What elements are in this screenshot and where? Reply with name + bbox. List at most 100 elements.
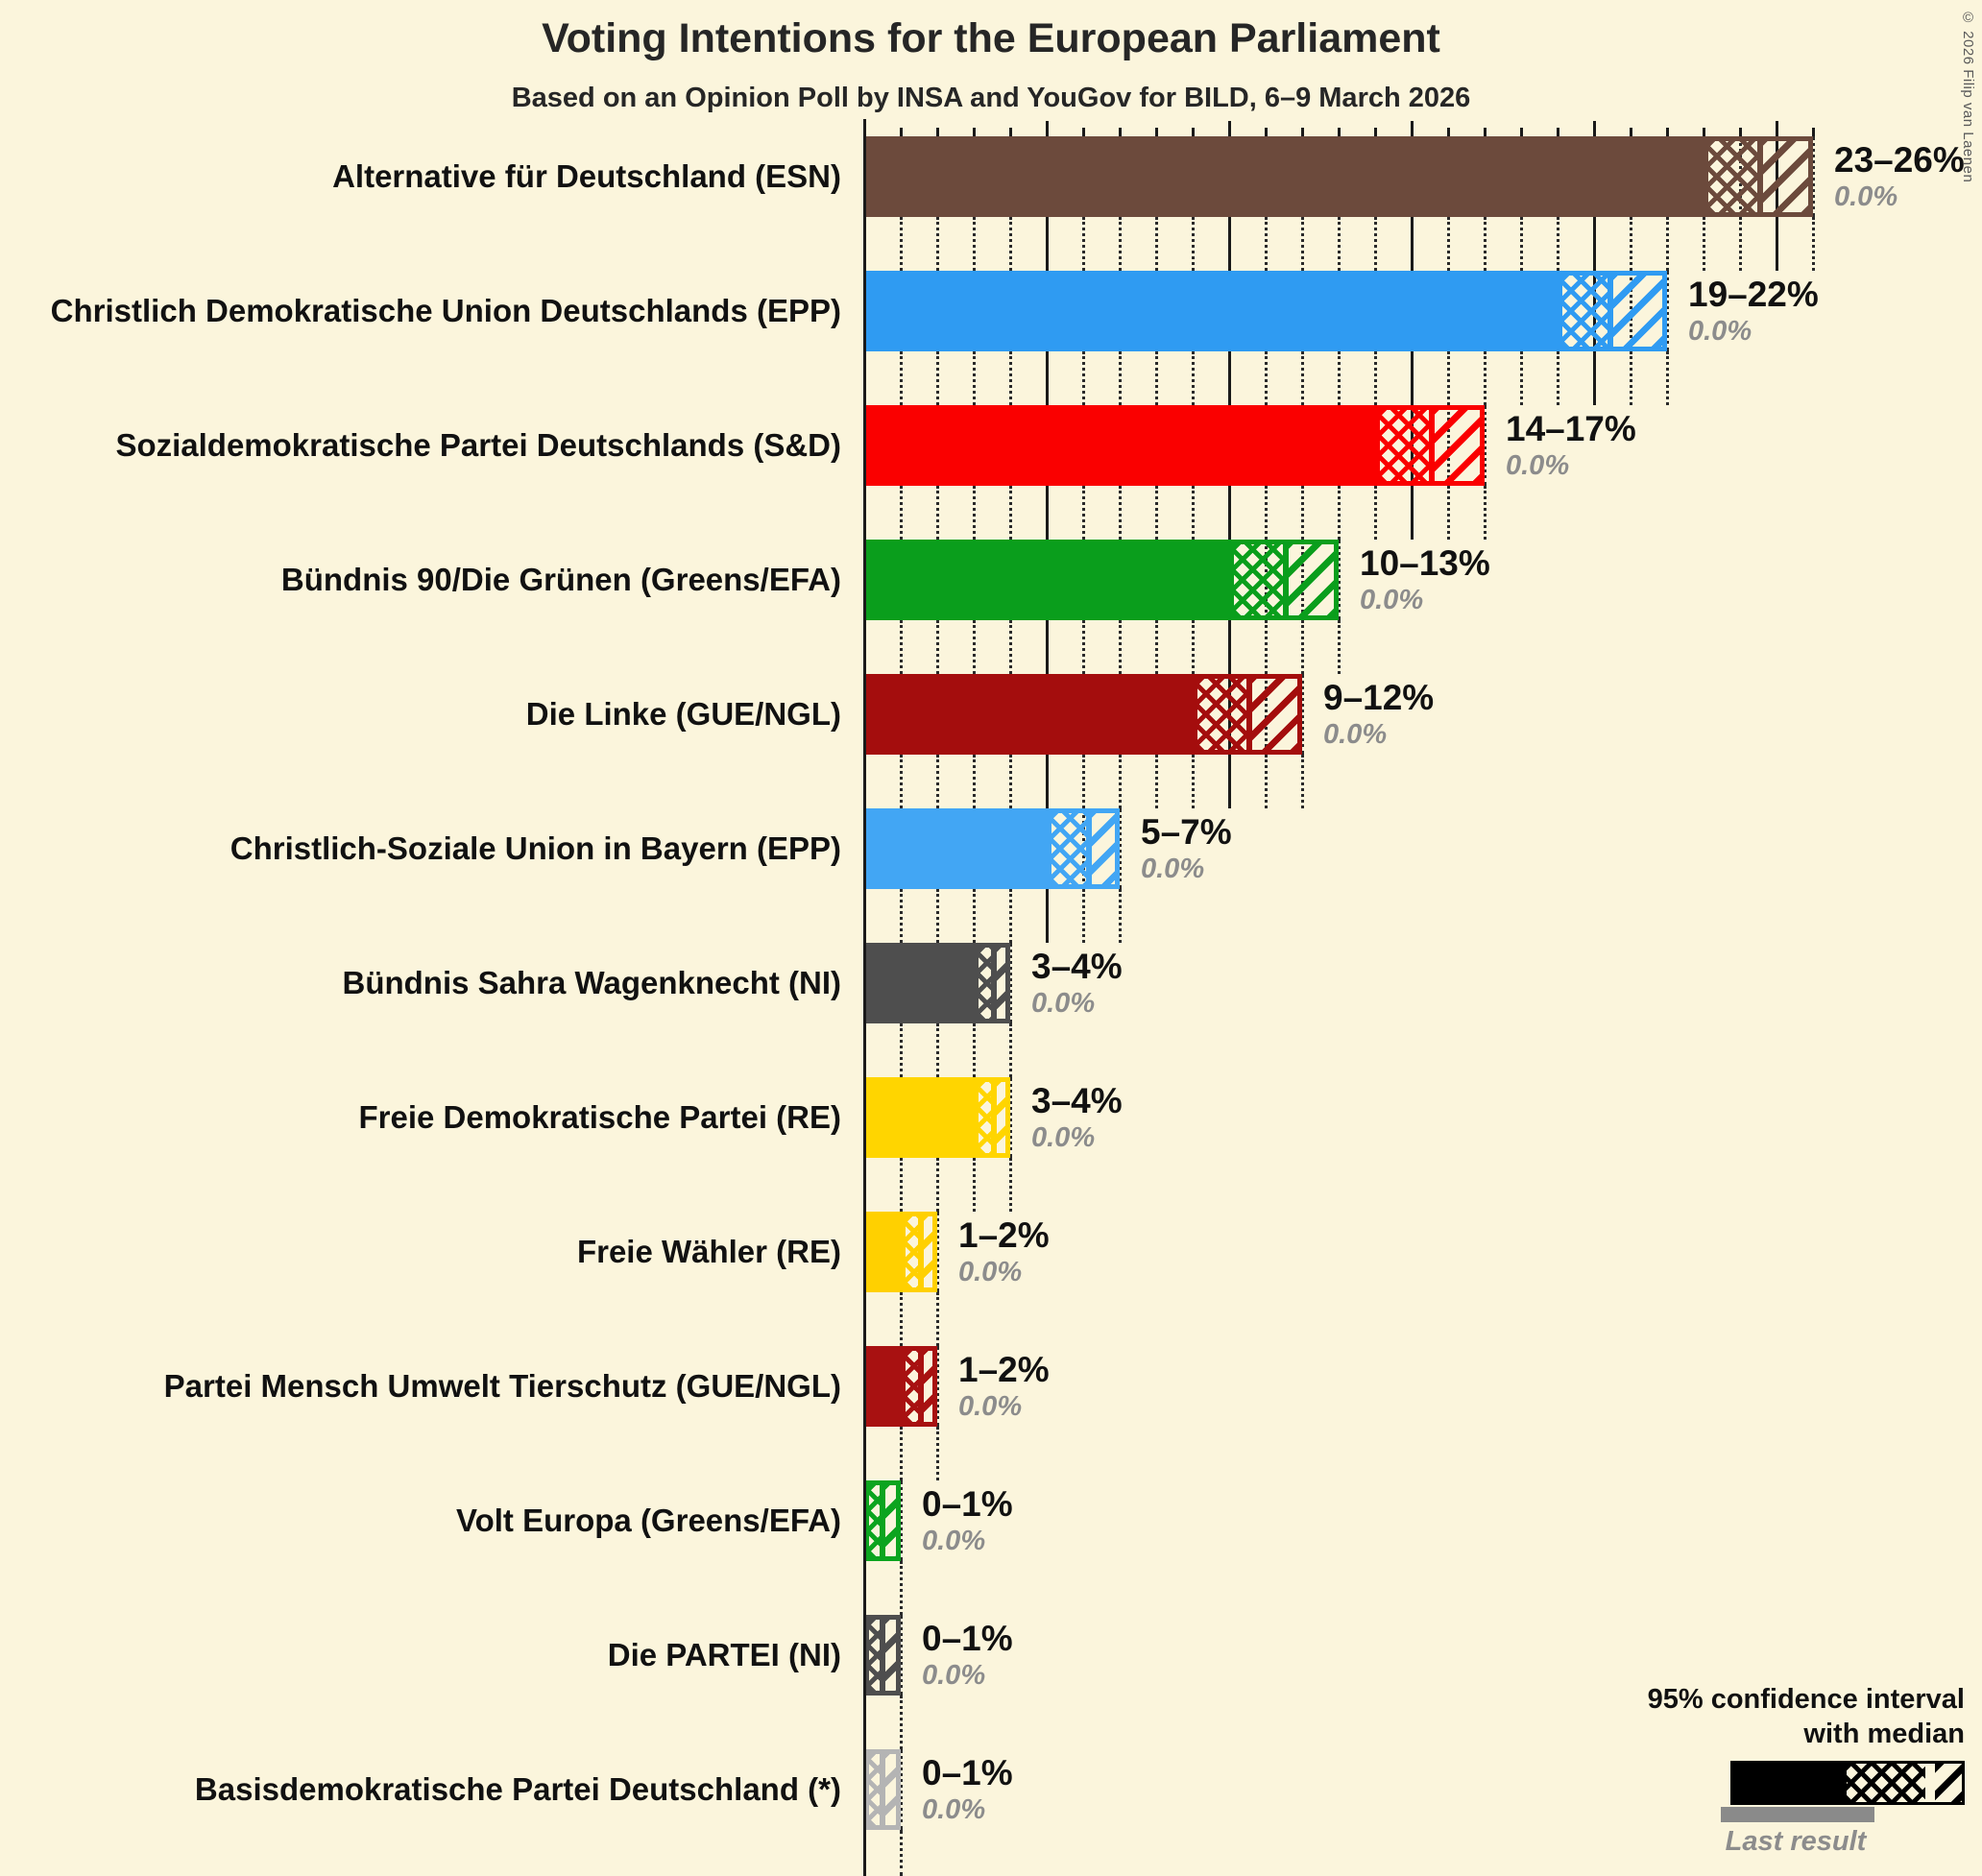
gridline-minor bbox=[900, 217, 903, 271]
gridline-minor bbox=[1192, 486, 1195, 540]
gridline-minor bbox=[1703, 217, 1705, 271]
gridline-minor bbox=[1338, 351, 1341, 405]
chart-title: Voting Intentions for the European Parli… bbox=[542, 15, 1440, 61]
ci-diagonal bbox=[1608, 276, 1662, 347]
ci-crosshatch bbox=[1051, 813, 1087, 884]
gridline-minor bbox=[1301, 486, 1304, 540]
confidence-interval bbox=[1375, 405, 1485, 486]
gridline-minor bbox=[1484, 405, 1486, 486]
gridline-minor bbox=[936, 889, 939, 943]
gridline-minor bbox=[1119, 486, 1122, 540]
bar-band-gridlines bbox=[864, 1480, 905, 1561]
legend-crosshatch-segment bbox=[1847, 1764, 1925, 1802]
gridline-major bbox=[1228, 620, 1231, 674]
gridline-minor bbox=[1082, 755, 1085, 808]
gridline-minor bbox=[900, 1696, 903, 1749]
last-result-label: 0.0% bbox=[958, 1391, 1023, 1422]
gridline-minor bbox=[1666, 271, 1669, 351]
ci-crosshatch bbox=[979, 948, 992, 1019]
gridline-major bbox=[1046, 755, 1049, 808]
gridline-minor bbox=[1338, 486, 1341, 540]
gridline-minor bbox=[1812, 136, 1815, 217]
median-line bbox=[1757, 141, 1763, 212]
value-block: 1–2% 0.0% bbox=[958, 1346, 1050, 1427]
party-label: Basisdemokratische Partei Deutschland (*… bbox=[194, 1771, 841, 1807]
gridline-minor bbox=[936, 1346, 939, 1427]
gridline-minor bbox=[1484, 486, 1486, 540]
ci-crosshatch bbox=[869, 1620, 882, 1691]
gridline-minor bbox=[1082, 351, 1085, 405]
bar-band-gridlines bbox=[864, 1749, 905, 1830]
gap-gridlines bbox=[864, 1696, 905, 1749]
chart-subtitle: Based on an Opinion Poll by INSA and You… bbox=[511, 83, 1471, 113]
ci-crosshatch bbox=[869, 1754, 882, 1825]
gridline-minor bbox=[973, 1158, 976, 1212]
gridline-minor bbox=[1119, 808, 1122, 889]
value-block: 1–2% 0.0% bbox=[958, 1212, 1050, 1292]
ci-crosshatch bbox=[1234, 544, 1284, 615]
gridline-minor bbox=[1812, 217, 1815, 271]
confidence-interval bbox=[1704, 136, 1813, 217]
gridline-minor bbox=[1265, 128, 1268, 136]
ci-value-label: 9–12% bbox=[1323, 678, 1435, 717]
ci-diagonal bbox=[1247, 679, 1297, 750]
gridline-minor bbox=[1192, 217, 1195, 271]
gridline-minor bbox=[936, 755, 939, 808]
party-label: Christlich-Soziale Union in Bayern (EPP) bbox=[230, 830, 841, 866]
confidence-interval bbox=[864, 1749, 901, 1830]
gap-gridlines bbox=[864, 1427, 941, 1480]
gridline-major bbox=[1776, 121, 1778, 136]
gridline-minor bbox=[1374, 217, 1377, 271]
gridline-minor bbox=[900, 1749, 903, 1830]
gridline-major bbox=[1228, 351, 1231, 405]
gridline-minor bbox=[1009, 351, 1012, 405]
gridline-minor bbox=[1265, 351, 1268, 405]
last-result-label: 0.0% bbox=[1506, 450, 1570, 481]
median-line bbox=[1429, 410, 1435, 481]
gridline-minor bbox=[1192, 755, 1195, 808]
gridline-minor bbox=[900, 351, 903, 405]
gridline-minor bbox=[1666, 128, 1669, 136]
gridline-minor bbox=[973, 128, 976, 136]
ci-value-label: 3–4% bbox=[1031, 1081, 1123, 1120]
party-label: Christlich Demokratische Union Deutschla… bbox=[50, 293, 841, 328]
gridline-minor bbox=[1447, 351, 1450, 405]
gridline-minor bbox=[900, 755, 903, 808]
gridline-minor bbox=[1630, 351, 1632, 405]
gap-gridlines bbox=[864, 1561, 905, 1615]
gridline-major bbox=[1776, 217, 1778, 271]
value-block: 0–1% 0.0% bbox=[922, 1615, 1013, 1696]
gridline-minor bbox=[1009, 1023, 1012, 1077]
last-result-label: 0.0% bbox=[1834, 181, 1898, 212]
median-line bbox=[880, 1754, 886, 1825]
confidence-interval bbox=[1047, 808, 1120, 889]
last-result-label: 0.0% bbox=[1360, 585, 1424, 615]
gridline-minor bbox=[1338, 217, 1341, 271]
gridline-minor bbox=[1557, 128, 1559, 136]
value-block: 0–1% 0.0% bbox=[922, 1480, 1013, 1561]
gridline-minor bbox=[973, 889, 976, 943]
gap-gridlines bbox=[864, 1292, 941, 1346]
gridline-minor bbox=[900, 486, 903, 540]
median-line bbox=[1085, 813, 1092, 884]
party-label: Sozialdemokratische Partei Deutschlands … bbox=[115, 427, 841, 463]
gridline-minor bbox=[1301, 128, 1304, 136]
gridline-minor bbox=[1265, 755, 1268, 808]
gridline-minor bbox=[1155, 217, 1158, 271]
gridline-minor bbox=[936, 351, 939, 405]
axis-top-ruler bbox=[864, 119, 1835, 136]
value-block: 14–17% 0.0% bbox=[1506, 405, 1636, 486]
ci-crosshatch bbox=[1708, 141, 1758, 212]
gridline-minor bbox=[936, 620, 939, 674]
last-result-label: 0.0% bbox=[1688, 316, 1752, 347]
gridline-minor bbox=[1557, 351, 1559, 405]
confidence-interval bbox=[901, 1346, 937, 1427]
gridline-minor bbox=[1703, 128, 1705, 136]
ci-crosshatch bbox=[906, 1351, 919, 1422]
bar-solid-segment bbox=[864, 674, 1195, 755]
ci-value-label: 14–17% bbox=[1506, 409, 1636, 448]
gridline-minor bbox=[936, 1158, 939, 1212]
gridline-minor bbox=[973, 217, 976, 271]
bar-band-gridlines bbox=[864, 1615, 905, 1696]
gridline-minor bbox=[936, 486, 939, 540]
